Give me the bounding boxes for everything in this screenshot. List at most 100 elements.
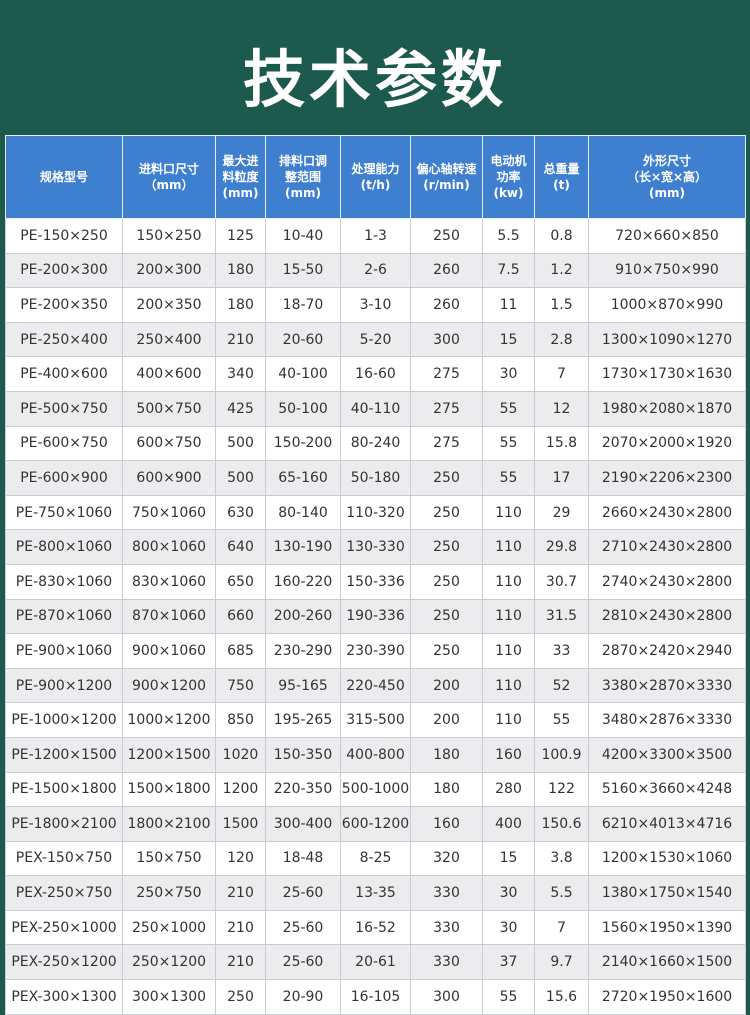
table-cell: PE-900×1200 (5, 667, 123, 704)
table-cell: 110 (482, 667, 535, 704)
table-cell: 220-450 (340, 667, 411, 704)
table-cell: 500 (215, 460, 266, 496)
column-header: 偏心轴转速 (r/min) (410, 135, 483, 219)
table-cell: 7 (534, 909, 589, 946)
table-cell: 200×350 (122, 287, 216, 323)
table-cell: 15 (482, 840, 535, 877)
table-row: PE-250×400 250×400 210 20-60 5-20 300 15 2.8 130… (5, 321, 746, 358)
table-cell: 500 (215, 425, 266, 462)
table-cell: 50-100 (265, 390, 341, 427)
table-cell: 40-100 (265, 356, 341, 392)
table-cell: 9.7 (534, 944, 589, 981)
table-cell: 1500×1800 (122, 771, 216, 808)
table-cell: 37 (482, 944, 535, 981)
table-row: PEX-250×1200 250×1200 210 25-60 20-61 330 37 9.… (5, 944, 746, 981)
table-cell: 2-6 (340, 252, 411, 289)
table-cell: 275 (410, 390, 483, 427)
table-cell: 210 (215, 875, 266, 911)
column-header: 电动机 功率 (kw) (482, 135, 535, 219)
table-cell: 31.5 (534, 598, 589, 635)
table-cell: 650 (215, 563, 266, 600)
table-cell: PE-500×750 (5, 390, 123, 427)
table-cell: 7 (534, 356, 589, 392)
table-cell: 160-220 (265, 563, 341, 600)
table-cell: 3.8 (534, 840, 589, 877)
table-row: PEX-250×750 250×750 210 25-60 13-35 330 30 5.5 1… (5, 875, 746, 911)
table-cell: 250×1200 (122, 944, 216, 981)
table-cell: 660 (215, 598, 266, 635)
table-cell: 1020 (215, 736, 266, 773)
table-cell: 300×1300 (122, 979, 216, 1015)
table-cell: 122 (534, 771, 589, 808)
spec-table: 规格型号 进料口尺寸 （mm） 最大进 料粒度 (mm) 排料口调 整范围 (mm) 处… (5, 135, 746, 1015)
table-cell: PEX-250×750 (5, 875, 123, 911)
table-cell: PEX-300×1300 (5, 979, 123, 1015)
table-cell: 110 (482, 633, 535, 669)
table-cell: 260 (410, 252, 483, 289)
table-cell: 160 (410, 806, 483, 842)
table-cell: 7.5 (482, 252, 535, 289)
column-header: 规格型号 (5, 135, 123, 219)
table-cell: 2190×2206×2300 (588, 460, 746, 496)
table-row: PE-800×1060 800×1060 640 130-190 130-330 250 1… (5, 529, 746, 565)
table-cell: 195-265 (265, 702, 341, 738)
table-cell: PE-830×1060 (5, 563, 123, 600)
table-cell: 300 (410, 321, 483, 358)
table-cell: 110 (482, 563, 535, 600)
table-cell: 425 (215, 390, 266, 427)
table-cell: PE-250×400 (5, 321, 123, 358)
table-cell: 25-60 (265, 944, 341, 981)
table-cell: 5.5 (482, 218, 535, 254)
table-cell: 150-200 (265, 425, 341, 462)
table-cell: 15-50 (265, 252, 341, 289)
table-cell: PE-150×250 (5, 218, 123, 254)
table-cell: 2.8 (534, 321, 589, 358)
table-row: PE-1000×1200 1000×1200 850 195-265 315-500 20… (5, 702, 746, 738)
table-cell: 4200×3300×3500 (588, 736, 746, 773)
table-cell: 18-48 (265, 840, 341, 877)
table-row: PE-600×750 600×750 500 150-200 80-240 275 55 15… (5, 425, 746, 462)
table-cell: 315-500 (340, 702, 411, 738)
table-row: PE-900×1200 900×1200 750 95-165 220-450 200 11… (5, 667, 746, 704)
table-cell: 3380×2870×3330 (588, 667, 746, 704)
table-cell: 180 (215, 252, 266, 289)
table-cell: 1800×2100 (122, 806, 216, 842)
table-cell: 100.9 (534, 736, 589, 773)
table-cell: 210 (215, 944, 266, 981)
table-cell: 250 (215, 979, 266, 1015)
table-cell: 6210×4013×4716 (588, 806, 746, 842)
table-cell: PE-600×750 (5, 425, 123, 462)
table-cell: 250×1000 (122, 909, 216, 946)
table-cell: 340 (215, 356, 266, 392)
table-cell: 65-160 (265, 460, 341, 496)
table-cell: 180 (410, 771, 483, 808)
column-header: 最大进 料粒度 (mm) (215, 135, 266, 219)
table-cell: PE-1800×2100 (5, 806, 123, 842)
table-cell: 110 (482, 529, 535, 565)
table-cell: 30 (482, 909, 535, 946)
table-cell: 110 (482, 494, 535, 531)
table-cell: 200 (410, 702, 483, 738)
table-cell: 30 (482, 356, 535, 392)
table-cell: 55 (482, 979, 535, 1015)
table-cell: 1980×2080×1870 (588, 390, 746, 427)
table-cell: 685 (215, 633, 266, 669)
table-cell: 110-320 (340, 494, 411, 531)
table-cell: 29.8 (534, 529, 589, 565)
table-cell: 55 (482, 460, 535, 496)
table-cell: 200×300 (122, 252, 216, 289)
table-cell: 20-61 (340, 944, 411, 981)
table-cell: 870×1060 (122, 598, 216, 635)
table-cell: 230-290 (265, 633, 341, 669)
table-row: PEX-300×1300 300×1300 250 20-90 16-105 300 55 1… (5, 979, 746, 1015)
table-cell: 2140×1660×1500 (588, 944, 746, 981)
table-cell: 500-1000 (340, 771, 411, 808)
table-cell: 250×400 (122, 321, 216, 358)
table-cell: 1000×1200 (122, 702, 216, 738)
table-cell: 12 (534, 390, 589, 427)
table-cell: 300-400 (265, 806, 341, 842)
table-cell: 900×1060 (122, 633, 216, 669)
table-cell: 1200×1530×1060 (588, 840, 746, 877)
table-cell: 600×900 (122, 460, 216, 496)
table-cell: 210 (215, 909, 266, 946)
